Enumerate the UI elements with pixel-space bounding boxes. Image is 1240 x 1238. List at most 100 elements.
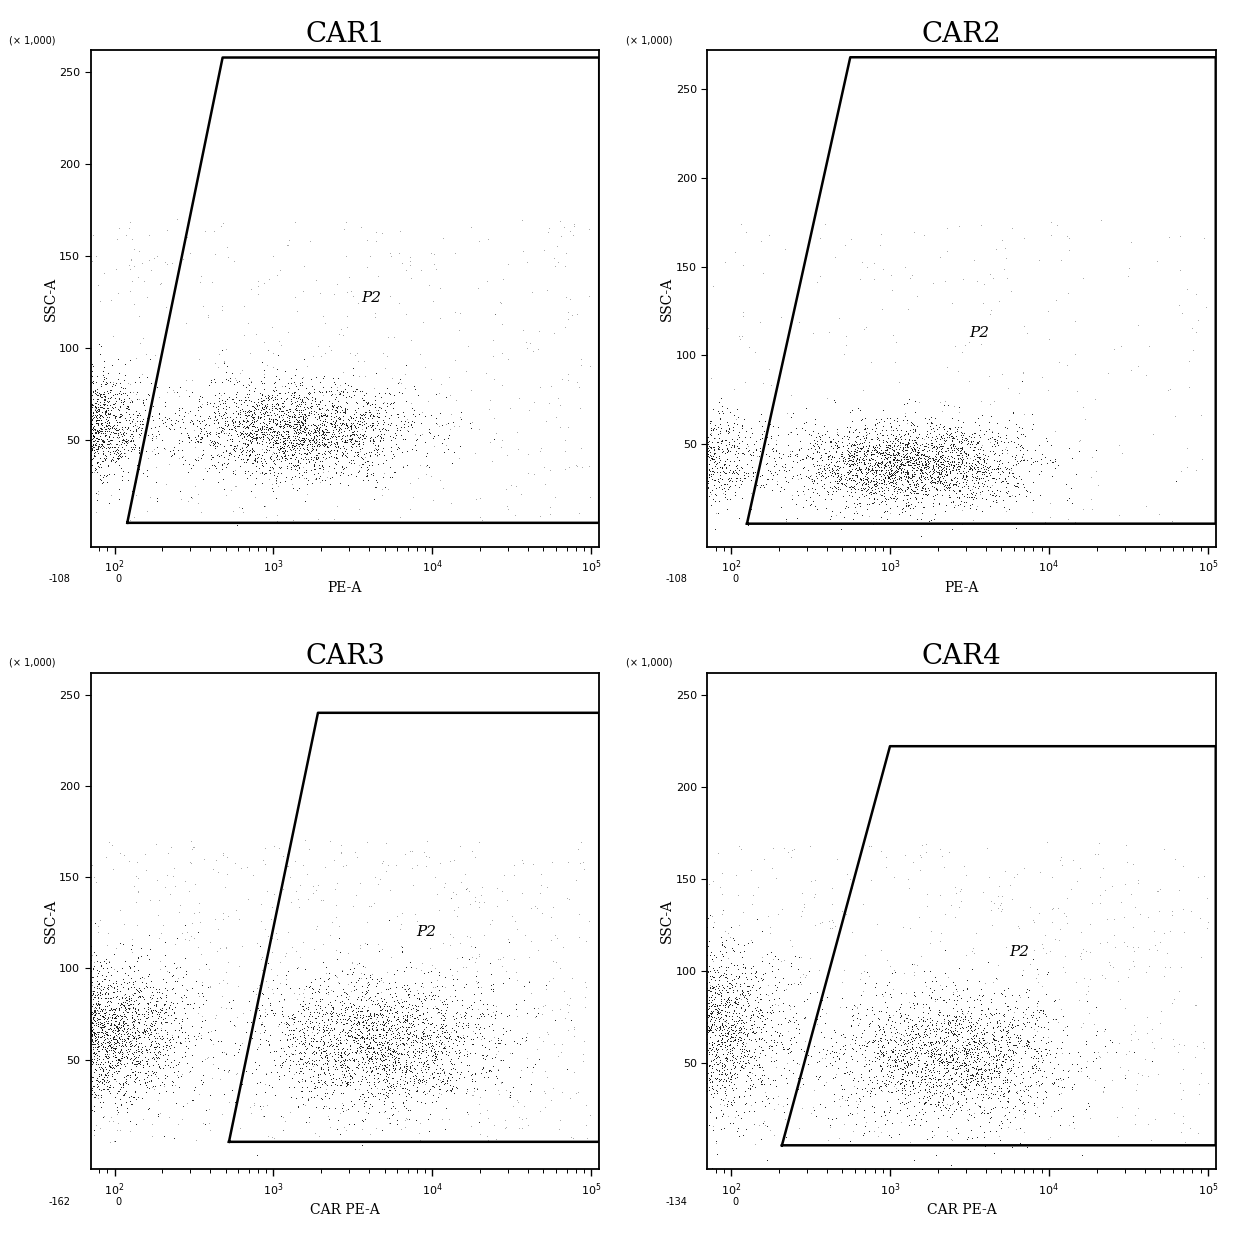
Point [949,480,968,500]
Point [683,446,703,465]
Point [939,478,959,498]
Point [932,474,952,494]
Point [940,1083,960,1103]
Point [14,1021,33,1041]
Point [227,370,247,390]
Point [119,218,139,238]
Point [903,430,923,449]
Point [680,361,699,381]
Point [936,430,956,449]
Point [895,447,915,467]
Point [926,468,946,488]
Point [79,1040,99,1060]
Point [301,1018,321,1037]
Point [83,855,103,875]
Point [304,1018,324,1037]
Point [683,961,703,980]
Point [697,438,717,458]
Point [86,997,105,1016]
Point [549,999,569,1019]
Point [600,461,620,480]
Point [92,376,112,396]
Point [376,1011,396,1031]
Point [254,395,274,415]
Point [686,950,706,969]
Point [1137,496,1157,516]
Point [93,441,113,461]
Point [81,1040,100,1060]
Point [627,1028,647,1047]
Point [10,1009,30,1029]
Point [956,493,976,513]
Point [595,1070,615,1089]
Point [944,458,963,478]
Point [343,413,363,433]
Point [578,987,598,1006]
Point [97,1024,117,1044]
Point [264,1055,284,1075]
Point [25,1019,45,1039]
Point [87,428,107,448]
Point [388,1035,408,1055]
Point [1127,1073,1147,1093]
Point [1042,1063,1061,1083]
Point [818,484,838,504]
Point [625,971,645,990]
Point [104,1015,124,1035]
Point [946,1029,966,1049]
Point [899,1070,919,1089]
Point [363,990,383,1010]
Point [373,1019,393,1039]
Point [31,1014,51,1034]
Point [642,449,662,469]
Point [82,373,102,392]
Point [77,1075,97,1094]
Point [124,961,144,980]
Point [0,989,14,1009]
Point [632,1009,652,1029]
Point [112,470,131,490]
Point [391,1055,410,1075]
Point [498,1087,518,1107]
Point [114,988,134,1008]
Point [20,1004,40,1024]
Point [810,438,830,458]
Point [77,430,97,449]
Point [78,402,98,422]
Point [941,519,961,539]
Point [31,1013,51,1032]
Point [239,400,259,420]
Point [341,416,361,436]
Point [324,1072,343,1092]
Point [27,1123,47,1143]
Point [662,442,682,462]
Point [940,1013,960,1032]
Point [279,428,299,448]
Point [319,1036,339,1056]
Point [656,1113,676,1133]
Point [730,984,750,1004]
Point [326,907,346,927]
Point [61,386,81,406]
Point [67,1087,87,1107]
Point [177,1093,197,1113]
Point [930,1026,950,1046]
Point [682,982,702,1002]
Point [714,1118,734,1138]
Point [423,1063,443,1083]
Point [646,1061,666,1081]
Point [321,1000,341,1020]
Point [753,1057,773,1077]
Point [82,1054,102,1073]
Point [217,973,237,993]
Point [60,410,79,430]
Point [428,1063,448,1083]
Point [315,435,335,454]
Point [377,1041,397,1061]
Point [97,435,117,454]
Point [1042,1073,1061,1093]
Point [655,1055,675,1075]
Point [671,1011,691,1031]
Point [816,971,836,990]
Point [51,395,71,415]
